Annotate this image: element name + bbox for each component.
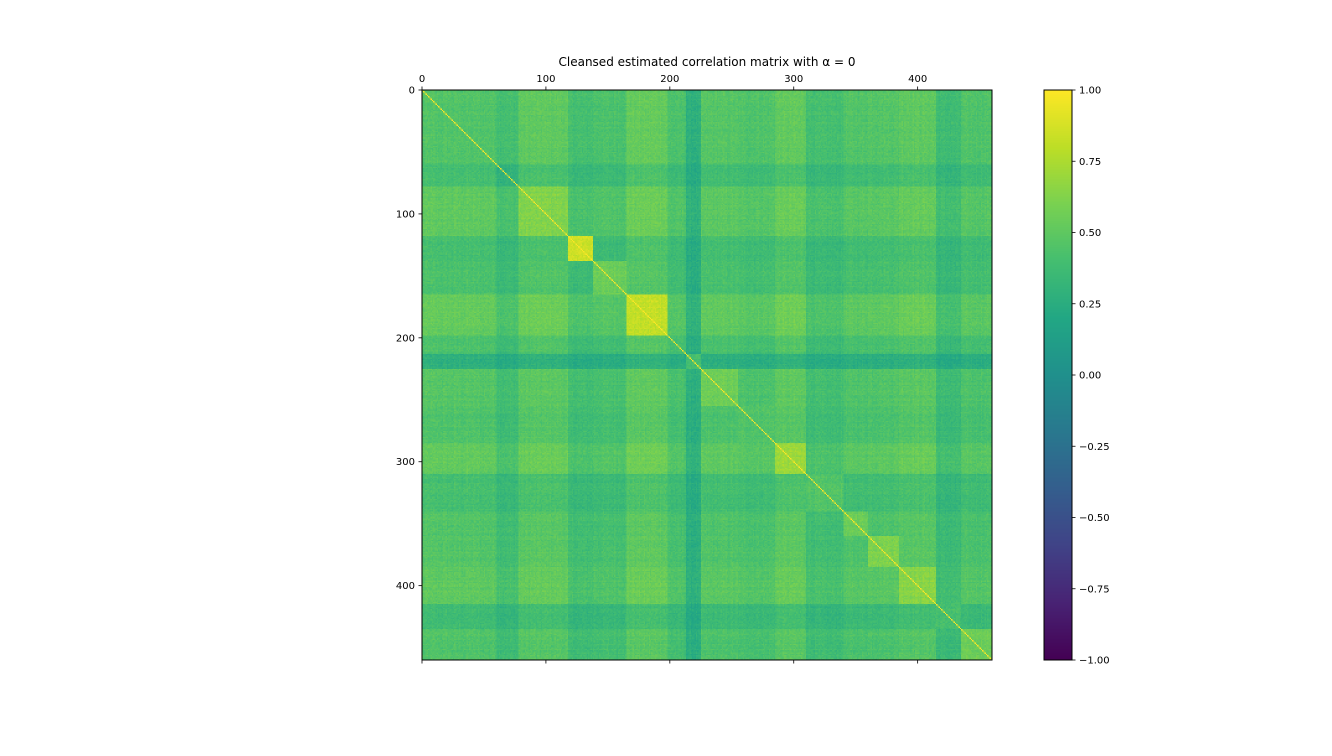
colorbar-tick-label: 0.00 (1079, 371, 1101, 382)
y-tick-label: 200 (396, 333, 415, 344)
y-tick-label: 100 (396, 209, 415, 220)
colorbar-ticks: 1.00 0.75 0.50 0.25 0.00 −0.25 −0.50 −0.75 −1.00 (1072, 86, 1110, 667)
colorbar-tick-label: −0.25 (1079, 442, 1110, 453)
colorbar-tick-label: −0.75 (1079, 584, 1110, 595)
colorbar-tick-label: 0.75 (1079, 157, 1101, 168)
colorbar-tick-label: −1.00 (1079, 656, 1110, 667)
chart-title: Cleansed estimated correlation matrix wi… (558, 55, 856, 69)
y-tick-label: 0 (409, 86, 415, 97)
colorbar-tick-label: 0.25 (1079, 299, 1101, 310)
heatmap-frame (421, 89, 993, 661)
x-tick-label: 100 (536, 74, 555, 85)
colorbar-tick-label: 1.00 (1079, 86, 1101, 97)
x-tick-label: 200 (660, 74, 679, 85)
colorbar-frame (1043, 89, 1073, 661)
x-tick-label: 300 (784, 74, 803, 85)
x-tick-label: 400 (908, 74, 927, 85)
heatmap-image (422, 90, 992, 660)
x-axis-ticks: 0 100 200 300 400 (419, 74, 927, 664)
colorbar (1044, 90, 1072, 660)
y-tick-label: 400 (396, 581, 415, 592)
colorbar-tick-label: 0.50 (1079, 228, 1101, 239)
y-tick-label: 300 (396, 457, 415, 468)
y-axis-ticks: 0 100 200 300 400 (396, 86, 422, 592)
x-tick-label: 0 (419, 74, 425, 85)
colorbar-tick-label: −0.50 (1079, 513, 1110, 524)
